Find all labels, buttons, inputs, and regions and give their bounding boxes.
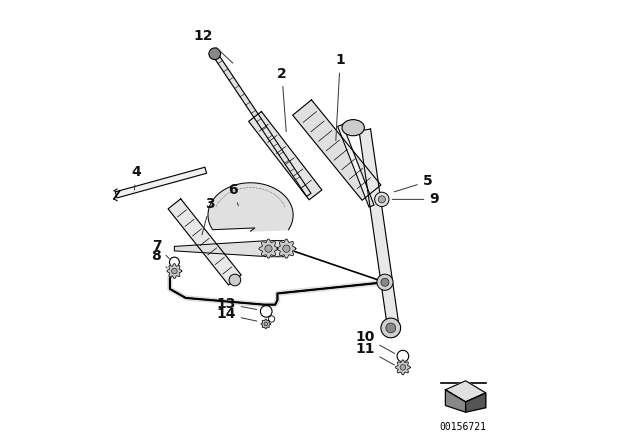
Polygon shape: [249, 112, 322, 200]
Text: 5: 5: [394, 174, 433, 192]
Polygon shape: [338, 125, 374, 207]
Ellipse shape: [342, 120, 364, 136]
Text: 2: 2: [277, 67, 287, 132]
Polygon shape: [261, 319, 271, 329]
Circle shape: [377, 274, 393, 290]
Polygon shape: [115, 167, 207, 198]
Circle shape: [374, 192, 389, 207]
Polygon shape: [174, 241, 291, 257]
Text: 12: 12: [194, 29, 233, 63]
Text: 14: 14: [216, 307, 257, 322]
Polygon shape: [445, 381, 486, 402]
Polygon shape: [167, 263, 182, 279]
Polygon shape: [466, 393, 486, 412]
Polygon shape: [259, 239, 278, 258]
Circle shape: [400, 365, 406, 370]
Circle shape: [265, 245, 272, 252]
Circle shape: [381, 278, 389, 286]
Circle shape: [264, 322, 268, 326]
Circle shape: [283, 245, 290, 252]
Text: 4: 4: [131, 165, 141, 190]
Text: 13: 13: [216, 297, 257, 311]
Polygon shape: [212, 52, 311, 196]
Polygon shape: [208, 183, 293, 231]
Text: 1: 1: [335, 53, 345, 141]
Text: 11: 11: [355, 341, 395, 365]
Polygon shape: [396, 360, 410, 375]
Circle shape: [378, 196, 385, 203]
Text: 3: 3: [202, 197, 215, 235]
Polygon shape: [359, 129, 400, 332]
Circle shape: [386, 323, 396, 333]
Polygon shape: [445, 390, 466, 412]
Text: 8: 8: [152, 249, 167, 268]
Text: 6: 6: [228, 183, 238, 206]
Polygon shape: [277, 239, 296, 258]
Text: 00156721: 00156721: [440, 422, 487, 432]
Text: 7: 7: [152, 238, 170, 259]
Circle shape: [172, 268, 177, 274]
Text: 10: 10: [355, 330, 395, 353]
Circle shape: [381, 318, 401, 338]
Polygon shape: [168, 199, 241, 285]
Circle shape: [229, 274, 241, 286]
Polygon shape: [292, 100, 381, 200]
Text: 9: 9: [392, 192, 439, 207]
Circle shape: [209, 48, 221, 60]
